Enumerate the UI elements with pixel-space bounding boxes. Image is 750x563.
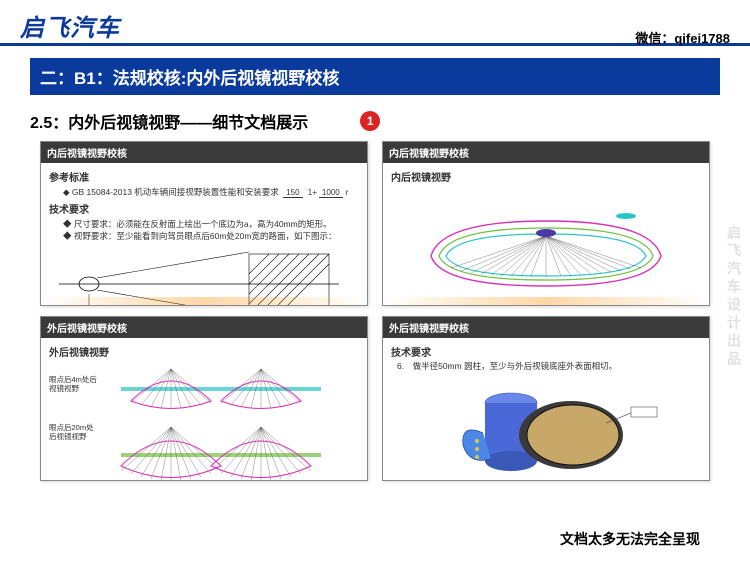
panel-outer-mirror-cylinder: 外后视镜视野校核 技术要求 6. 做半径50mm 圆柱，至少与外后视镜底座外表面… bbox=[382, 316, 710, 481]
panel-subtitle: 外后视镜视野 bbox=[49, 344, 359, 359]
panel-body: 外后视镜视野 眼点后4m处后视镜视野 bbox=[41, 338, 367, 481]
panel-grid: 内后视镜视野校核 参考标准 ◆ GB 15084-2013 机动车辆间接视野装置… bbox=[40, 141, 710, 481]
page-header: 启飞汽车 微信：qifei1788 bbox=[0, 0, 750, 46]
panel-header: 外后视镜视野校核 bbox=[383, 317, 709, 338]
tech-item: 6. 做半径50mm 圆柱，至少与外后视镜底座外表面相切。 bbox=[391, 361, 701, 373]
panel-body: 技术要求 6. 做半径50mm 圆柱，至少与外后视镜底座外表面相切。 bbox=[383, 338, 709, 481]
outer-fan-diagram bbox=[101, 361, 341, 481]
watermark: 启飞汽车设计出品 bbox=[724, 225, 744, 369]
panel-header: 外后视镜视野校核 bbox=[41, 317, 367, 338]
tech-label: 技术要求 bbox=[391, 344, 701, 359]
ref-label: 参考标准 bbox=[49, 169, 359, 184]
panel-body: 参考标准 ◆ GB 15084-2013 机动车辆间接视野装置性能和安装要求 1… bbox=[41, 163, 367, 306]
orange-strip bbox=[383, 297, 709, 305]
subtitle-text: 2.5：内外后视镜视野——细节文档展示 bbox=[30, 109, 308, 133]
section-title-bar: 二：B1：法规校核:内外后视镜视野校核 bbox=[30, 58, 720, 95]
wechat-label: 微信：qifei1788 bbox=[635, 28, 730, 47]
label-4m: 眼点后4m处后视镜视野 bbox=[49, 375, 97, 393]
tech-label: 技术要求 bbox=[49, 201, 359, 216]
formula: 150 1+1000r bbox=[283, 189, 356, 197]
panel-inner-mirror-view: 内后视镜视野校核 内后视镜视野 bbox=[382, 141, 710, 306]
cylinder-3d-diagram bbox=[391, 373, 701, 481]
panel-header: 内后视镜视野校核 bbox=[41, 142, 367, 163]
label-20m: 眼点后20m处后视镜视野 bbox=[49, 423, 97, 441]
fan-diagram bbox=[391, 186, 701, 306]
tech-item-2: ◆ 视野要求：至少能看到向驾员眼点后60m处20m宽的路面，如下图示： bbox=[49, 230, 359, 242]
panel-body: 内后视镜视野 bbox=[383, 163, 709, 306]
panel-outer-mirror-view: 外后视镜视野校核 外后视镜视野 眼点后4m处后视镜视野 bbox=[40, 316, 368, 481]
ref-text: ◆ GB 15084-2013 机动车辆间接视野装置性能和安装要求 150 1+… bbox=[49, 186, 359, 198]
orange-strip bbox=[41, 297, 367, 305]
number-badge: 1 bbox=[360, 111, 380, 131]
brand-logo: 启飞汽车 bbox=[20, 8, 730, 43]
footer-note: 文档太多无法完全呈现 bbox=[560, 529, 700, 549]
panel-inner-mirror-spec: 内后视镜视野校核 参考标准 ◆ GB 15084-2013 机动车辆间接视野装置… bbox=[40, 141, 368, 306]
panel-subtitle: 内后视镜视野 bbox=[391, 169, 701, 184]
panel-header: 内后视镜视野校核 bbox=[383, 142, 709, 163]
tech-item-1: ◆ 尺寸要求：必须能在反射面上绘出一个底边为a，高为40mm的矩形。 bbox=[49, 218, 359, 230]
subtitle-row: 2.5：内外后视镜视野——细节文档展示 1 bbox=[30, 109, 720, 133]
